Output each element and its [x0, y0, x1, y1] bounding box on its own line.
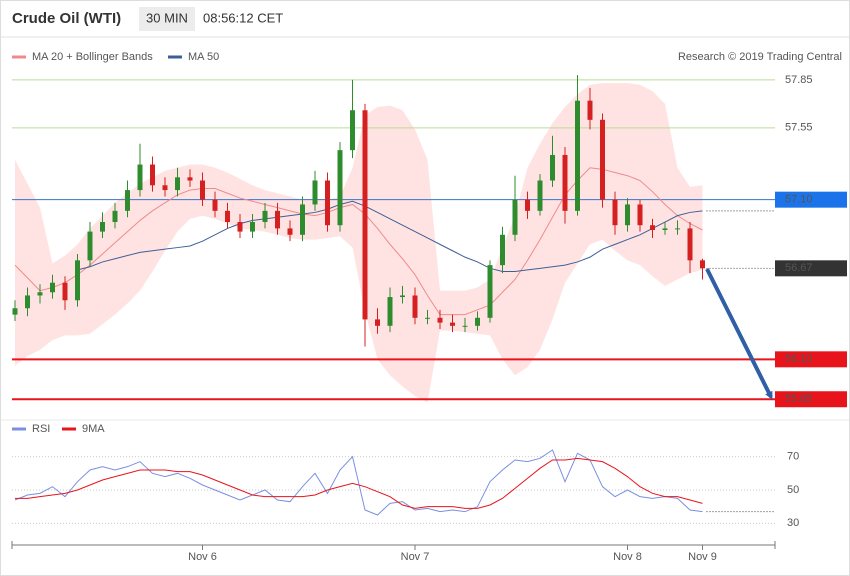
candle-body — [625, 204, 630, 226]
plot: MA 20 + Bollinger Bands MA 50 57.85 57.55 57… — [12, 51, 847, 563]
candle-body — [37, 292, 43, 296]
candle-body — [300, 204, 305, 235]
x-tick-label: Nov 9 — [688, 551, 717, 563]
level-box — [775, 260, 847, 277]
x-tick-label: Nov 6 — [188, 551, 217, 563]
ma-line — [14, 167, 703, 316]
candle-body — [87, 231, 93, 261]
candle-body — [175, 177, 180, 191]
candle-body — [587, 100, 593, 120]
candle-body — [600, 119, 605, 200]
y-tick-label: 50 — [787, 484, 799, 496]
candle-body — [75, 260, 80, 301]
ma-line — [77, 200, 703, 273]
legend-label: MA 20 + Bollinger Bands — [32, 51, 153, 63]
candle-body — [237, 222, 243, 232]
legend-label: 9MA — [82, 423, 105, 435]
level-box — [775, 191, 847, 208]
interval: 30 MIN — [146, 10, 188, 25]
interval-box — [139, 7, 195, 31]
source: Research © 2019 Trading Central — [678, 51, 842, 63]
x-tick-label: Nov 7 — [401, 551, 430, 563]
y-tick-label: 30 — [787, 517, 799, 529]
candle-body — [287, 228, 293, 235]
candle-body — [350, 110, 355, 151]
candle-body — [562, 154, 568, 211]
candle-body — [212, 199, 218, 211]
time: 08:56:12 CET — [203, 10, 283, 25]
candle-body — [112, 210, 118, 223]
bollinger-band — [15, 83, 703, 403]
candle-body — [537, 180, 543, 211]
legend-label: MA 50 — [188, 51, 219, 63]
level-label: 57.85 — [785, 74, 813, 86]
candle-body — [325, 180, 330, 226]
chart-title: Crude Oil (WTI) — [12, 10, 121, 27]
candle-body — [425, 317, 430, 319]
candle-body — [462, 325, 468, 327]
candle-body — [100, 222, 105, 232]
candle-body — [200, 180, 205, 200]
candle-body — [125, 190, 130, 211]
candle-body — [150, 164, 155, 186]
candle-body — [475, 317, 480, 326]
level-box — [775, 351, 847, 368]
candle-body — [650, 225, 655, 230]
y-tick-label: 70 — [787, 451, 799, 463]
candle-body — [50, 282, 55, 293]
candle-body — [12, 308, 18, 315]
candle-body — [412, 295, 418, 318]
candle-body — [512, 199, 518, 235]
rsi-line — [14, 449, 703, 516]
candle-body — [487, 265, 493, 318]
candle-body — [375, 319, 380, 326]
candle-body — [400, 295, 405, 298]
candle-body — [687, 228, 693, 261]
candle-body — [450, 322, 455, 326]
candle-body — [337, 150, 343, 226]
candle-body — [525, 199, 530, 211]
candle-body — [362, 110, 368, 320]
candle-body — [250, 222, 255, 232]
candle-body — [225, 210, 230, 223]
candle-body — [612, 199, 618, 226]
candle-body — [312, 180, 318, 205]
level-label: 57.55 — [785, 122, 813, 134]
level-box — [775, 391, 847, 408]
candle-body — [437, 317, 443, 323]
candle-body — [575, 100, 580, 211]
candle-body — [675, 228, 680, 230]
candle-body — [262, 210, 268, 223]
candle-body — [387, 297, 393, 326]
candle-body — [187, 177, 193, 181]
level-label: 56.10 — [785, 353, 813, 365]
candle-body — [550, 154, 555, 181]
level-label: 55.85 — [785, 393, 813, 405]
level-label: 57.10 — [785, 194, 813, 206]
candle-body — [500, 234, 505, 266]
candle-body — [637, 204, 643, 226]
legend-label: RSI — [32, 423, 50, 435]
candle-body — [275, 210, 280, 229]
candle-body — [137, 164, 143, 191]
candle-body — [25, 295, 30, 309]
forecast-arrow — [705, 268, 773, 400]
candle-body — [62, 282, 68, 301]
level-label: 56.67 — [785, 262, 813, 274]
rsi-line — [15, 457, 703, 509]
candle-body — [162, 185, 168, 191]
candle-body — [662, 228, 668, 230]
x-tick-label: Nov 8 — [613, 551, 642, 563]
candle-body — [700, 260, 705, 269]
